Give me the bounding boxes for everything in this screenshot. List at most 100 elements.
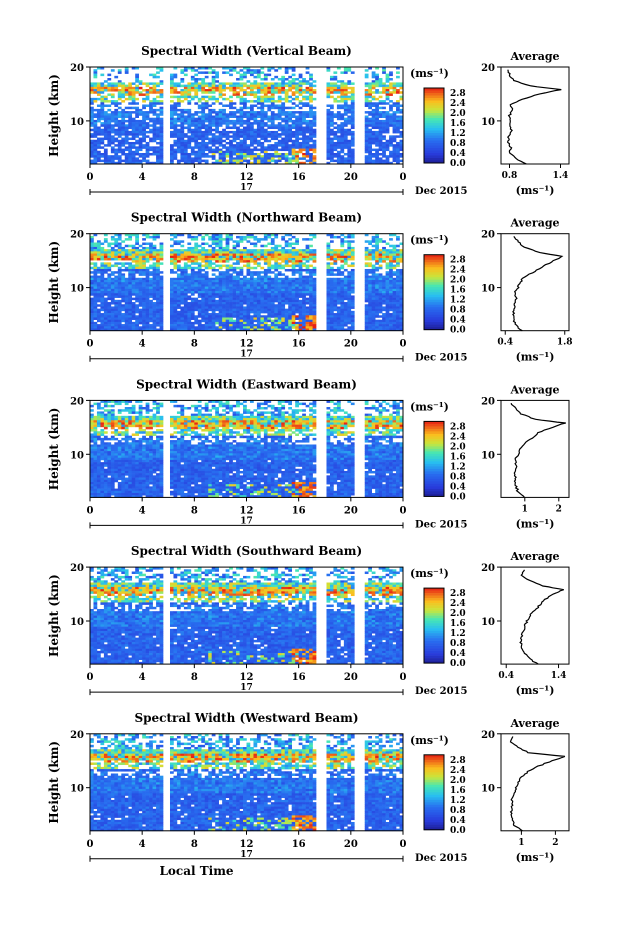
heatmap-cell bbox=[90, 284, 94, 287]
heatmap-cell bbox=[156, 141, 160, 145]
heatmap-cell bbox=[364, 141, 369, 145]
heatmap-cell bbox=[90, 159, 94, 163]
heatmap-cell bbox=[298, 326, 303, 329]
heatmap-cell bbox=[263, 328, 268, 331]
heatmap-cell bbox=[270, 304, 275, 307]
heatmap-cell bbox=[350, 148, 355, 152]
heatmap-cell bbox=[138, 282, 143, 285]
heatmap-cell bbox=[93, 277, 98, 281]
heatmap-cell bbox=[229, 102, 233, 105]
heatmap-cell bbox=[291, 313, 296, 316]
heatmap-cell bbox=[183, 155, 188, 158]
heatmap-cell bbox=[295, 293, 299, 296]
heatmap-cell bbox=[288, 328, 293, 331]
heatmap-cell bbox=[239, 291, 244, 294]
heatmap-cell bbox=[260, 275, 265, 279]
heatmap-cell bbox=[326, 141, 331, 145]
heatmap-cell bbox=[121, 139, 126, 143]
heatmap-cell bbox=[173, 308, 178, 312]
heatmap-cell bbox=[194, 95, 199, 99]
heatmap-cell bbox=[309, 152, 313, 156]
heatmap-cell bbox=[183, 266, 188, 270]
heatmap-cell bbox=[204, 293, 209, 296]
heatmap-cell bbox=[267, 319, 272, 323]
heatmap-cell bbox=[270, 324, 275, 327]
heatmap-cell bbox=[138, 155, 143, 158]
heatmap-cell bbox=[298, 284, 303, 287]
heatmap-cell bbox=[312, 293, 317, 296]
heatmap-cell bbox=[152, 310, 157, 314]
heatmap-cell bbox=[340, 104, 345, 107]
heatmap-cell bbox=[253, 317, 258, 320]
heatmap-cell bbox=[96, 295, 101, 298]
heatmap-cell bbox=[138, 126, 143, 130]
heatmap-cell bbox=[121, 315, 126, 318]
heatmap-cell bbox=[121, 257, 126, 261]
heatmap-cell bbox=[253, 251, 258, 254]
heatmap-cell bbox=[173, 302, 178, 305]
heatmap-cell bbox=[117, 161, 122, 165]
heatmap-cell bbox=[263, 273, 268, 276]
heatmap-cell bbox=[138, 280, 143, 283]
heatmap-cell bbox=[239, 306, 244, 309]
heatmap-cell bbox=[117, 157, 122, 160]
heatmap-cell bbox=[152, 84, 157, 88]
heatmap-cell bbox=[225, 141, 230, 145]
heatmap-cell bbox=[267, 97, 272, 101]
heatmap-cell bbox=[309, 302, 313, 305]
heatmap-cell bbox=[145, 146, 150, 149]
heatmap-cell bbox=[204, 264, 209, 268]
heatmap-cell bbox=[208, 291, 213, 294]
heatmap-cell bbox=[295, 126, 299, 130]
heatmap-cell bbox=[197, 255, 202, 259]
heatmap-cell bbox=[90, 148, 94, 152]
heatmap-cell bbox=[274, 306, 279, 309]
heatmap-cell bbox=[176, 317, 181, 320]
heatmap-cell bbox=[225, 135, 230, 138]
heatmap-cell bbox=[93, 251, 98, 254]
heatmap-cell bbox=[96, 126, 101, 130]
heatmap-cell bbox=[159, 317, 164, 320]
heatmap-cell bbox=[128, 324, 133, 327]
heatmap-cell bbox=[232, 139, 237, 143]
heatmap-cell bbox=[236, 304, 240, 307]
heatmap-cell bbox=[253, 111, 258, 114]
heatmap-cell bbox=[291, 130, 296, 134]
heatmap-cell bbox=[173, 133, 178, 136]
heatmap-cell bbox=[117, 148, 122, 152]
heatmap-cell bbox=[288, 148, 293, 152]
heatmap-cell bbox=[305, 97, 310, 101]
heatmap-cell bbox=[253, 257, 258, 261]
heatmap-cell bbox=[142, 144, 146, 147]
heatmap-cell bbox=[260, 86, 265, 90]
heatmap-cell bbox=[263, 86, 268, 90]
heatmap-cell bbox=[110, 235, 115, 239]
heatmap-cell bbox=[295, 291, 299, 294]
heatmap-cell bbox=[96, 299, 101, 303]
heatmap-cell bbox=[190, 86, 195, 90]
heatmap-cell bbox=[135, 124, 139, 127]
heatmap-cell bbox=[305, 308, 310, 312]
heatmap-cell bbox=[190, 284, 195, 287]
heatmap-cell bbox=[309, 122, 313, 125]
heatmap-cell bbox=[281, 266, 286, 270]
heatmap-cell bbox=[114, 308, 119, 312]
heatmap-cell bbox=[131, 246, 136, 250]
heatmap-cell bbox=[239, 133, 244, 136]
heatmap-cell bbox=[121, 91, 126, 94]
heatmap-cell bbox=[274, 69, 279, 72]
heatmap-cell bbox=[152, 266, 157, 270]
heatmap-cell bbox=[159, 133, 164, 136]
heatmap-cell bbox=[215, 159, 219, 163]
heatmap-cell bbox=[243, 73, 247, 77]
heatmap-cell bbox=[121, 275, 126, 279]
heatmap-cell bbox=[208, 89, 213, 92]
heatmap-cell bbox=[145, 317, 150, 320]
heatmap-cell bbox=[274, 253, 279, 257]
heatmap-cell bbox=[260, 137, 265, 141]
heatmap-cell bbox=[138, 148, 143, 152]
heatmap-cell bbox=[211, 115, 216, 118]
heatmap-cell bbox=[183, 159, 188, 163]
heatmap-cell bbox=[149, 249, 153, 252]
heatmap-cell bbox=[277, 299, 282, 303]
